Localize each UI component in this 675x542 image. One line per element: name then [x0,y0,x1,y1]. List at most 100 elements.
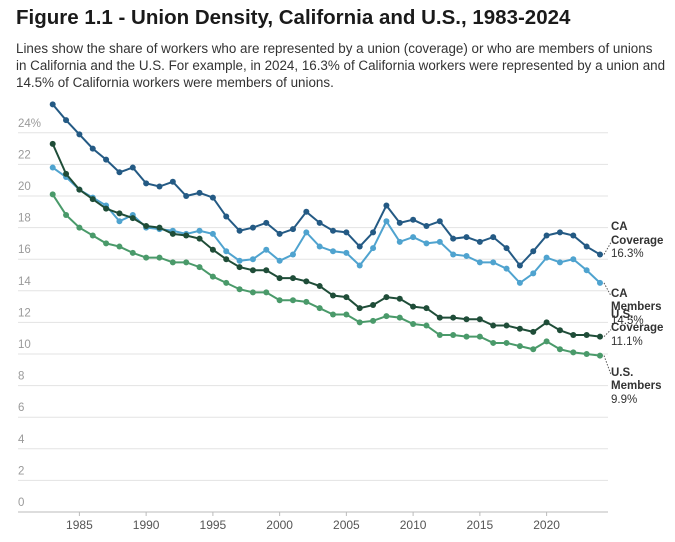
data-point [249,267,256,274]
data-point [49,140,56,147]
data-point [570,232,577,239]
data-point [516,325,523,332]
data-point [490,259,497,266]
data-point [76,186,83,193]
data-point [476,259,483,266]
y-tick-label: 24% [18,118,41,130]
data-point [570,332,577,339]
data-point [396,238,403,245]
data-point [370,317,377,324]
data-point [116,169,123,176]
data-point [556,346,563,353]
y-tick-label: 22 [18,149,31,161]
data-point [356,305,363,312]
data-point [223,213,230,220]
data-point [503,265,510,272]
data-point [356,243,363,250]
data-point [249,289,256,296]
data-point [330,227,337,234]
y-tick-label: 12 [18,307,31,319]
data-point [343,294,350,301]
data-point [516,262,523,269]
data-point [436,218,443,225]
data-point [503,245,510,252]
data-point [410,320,417,327]
data-point [516,343,523,350]
data-point [396,219,403,226]
data-point [303,278,310,285]
data-point [116,210,123,217]
data-point [116,243,123,250]
data-point [490,339,497,346]
data-point [330,248,337,255]
data-point [129,164,136,171]
data-point [476,316,483,323]
data-point [289,251,296,258]
data-point [223,248,230,255]
data-point [143,254,150,261]
data-point [383,218,390,225]
data-point [63,170,70,177]
data-point [503,322,510,329]
data-point [410,216,417,223]
data-point [196,235,203,242]
data-point [596,279,603,286]
data-point [223,279,230,286]
data-point [316,305,323,312]
data-point [343,311,350,318]
data-point [583,243,590,250]
data-point [343,229,350,236]
data-point [103,205,110,212]
y-tick-label: 18 [18,213,31,225]
data-point [303,229,310,236]
x-tick-label: 2005 [333,518,360,532]
label-connector [603,282,612,297]
data-point [463,333,470,340]
data-point [570,256,577,263]
x-tick-label: 1990 [133,518,160,532]
data-point [169,259,176,266]
series-name: U.S. Members [611,366,662,393]
data-point [289,275,296,282]
data-point [303,298,310,305]
data-point [236,257,243,264]
data-point [596,333,603,340]
data-point [583,332,590,339]
data-point [543,319,550,326]
data-point [289,297,296,304]
data-point [276,275,283,282]
data-point [370,229,377,236]
data-point [543,232,550,239]
data-point [316,283,323,290]
data-point [436,314,443,321]
data-point [463,253,470,260]
data-point [143,223,150,230]
data-point [169,178,176,185]
data-point [556,259,563,266]
x-tick-label: 1995 [200,518,227,532]
x-tick-label: 2000 [266,518,293,532]
data-point [276,230,283,237]
data-point [63,117,70,124]
x-tick-label: 1985 [66,518,93,532]
data-point [463,234,470,241]
data-point [436,238,443,245]
data-point [276,257,283,264]
data-point [410,303,417,310]
data-point [423,240,430,247]
data-point [450,332,457,339]
data-point [530,346,537,353]
data-point [156,183,163,190]
data-point [556,327,563,334]
data-point [116,218,123,225]
data-point [209,230,216,237]
data-point [316,219,323,226]
data-point [476,238,483,245]
end-label: U.S. Members 9.9% [611,367,669,408]
data-point [530,270,537,277]
value-label: 9.9% [611,393,638,406]
data-point [316,243,323,250]
data-point [183,232,190,239]
series-line [51,103,601,268]
